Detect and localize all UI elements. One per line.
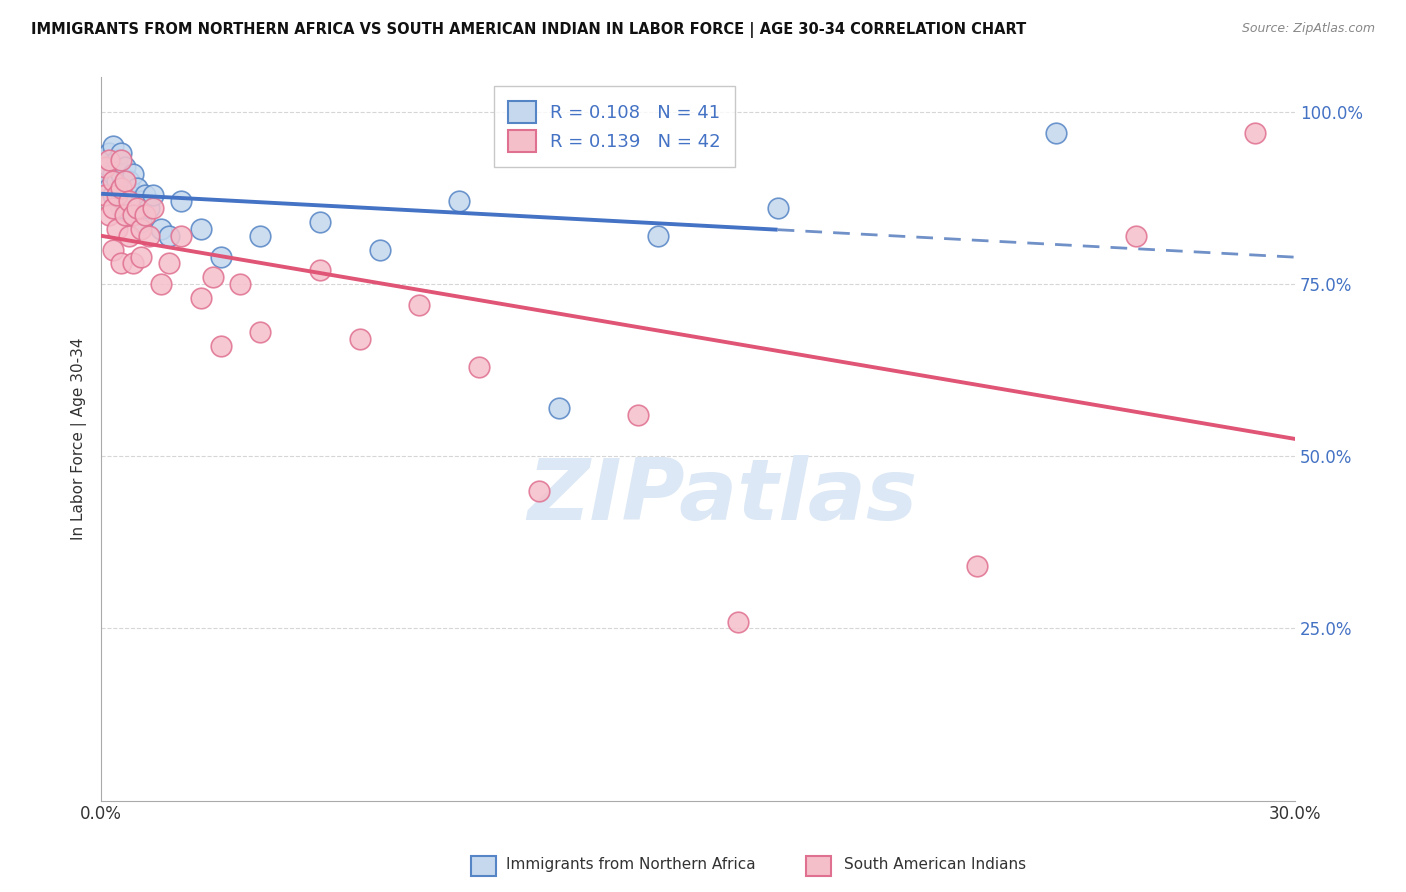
Point — [190, 291, 212, 305]
Point — [98, 160, 121, 174]
Point — [134, 187, 156, 202]
Point — [149, 277, 172, 291]
Y-axis label: In Labor Force | Age 30-34: In Labor Force | Age 30-34 — [72, 338, 87, 541]
Point — [190, 222, 212, 236]
Point — [94, 167, 117, 181]
Point — [114, 174, 136, 188]
Point — [98, 208, 121, 222]
Point — [110, 187, 132, 202]
Point — [309, 215, 332, 229]
Point — [114, 202, 136, 216]
Point — [766, 202, 789, 216]
Point — [129, 215, 152, 229]
Point — [125, 202, 148, 216]
Point — [129, 222, 152, 236]
Point — [125, 180, 148, 194]
Point — [105, 174, 128, 188]
Point — [101, 174, 124, 188]
Point — [449, 194, 471, 209]
Point — [527, 483, 550, 498]
Point — [142, 202, 165, 216]
Point — [118, 228, 141, 243]
Point — [468, 359, 491, 374]
Point — [98, 180, 121, 194]
Point — [1125, 228, 1147, 243]
Point — [349, 332, 371, 346]
Text: South American Indians: South American Indians — [844, 857, 1026, 872]
Point — [101, 202, 124, 216]
Point — [101, 243, 124, 257]
Point — [209, 339, 232, 353]
Legend: R = 0.108   N = 41, R = 0.139   N = 42: R = 0.108 N = 41, R = 0.139 N = 42 — [494, 87, 735, 167]
Point — [110, 167, 132, 181]
Point — [105, 153, 128, 167]
Point — [118, 194, 141, 209]
Point — [727, 615, 749, 629]
Point — [110, 256, 132, 270]
Point — [129, 194, 152, 209]
Point — [229, 277, 252, 291]
Point — [157, 228, 180, 243]
Point — [101, 187, 124, 202]
Point — [209, 250, 232, 264]
Point — [110, 202, 132, 216]
Point — [134, 208, 156, 222]
Text: Source: ZipAtlas.com: Source: ZipAtlas.com — [1241, 22, 1375, 36]
Point — [249, 228, 271, 243]
Point — [149, 222, 172, 236]
Point — [201, 270, 224, 285]
Point — [408, 298, 430, 312]
Point — [118, 187, 141, 202]
Text: ZIPatlas: ZIPatlas — [527, 456, 917, 539]
Point — [122, 208, 145, 222]
Point — [105, 222, 128, 236]
Point — [122, 256, 145, 270]
Point — [170, 194, 193, 209]
Point — [114, 180, 136, 194]
Point — [142, 187, 165, 202]
Point — [98, 153, 121, 167]
Point — [114, 208, 136, 222]
Point — [627, 408, 650, 422]
Point — [94, 160, 117, 174]
Point — [368, 243, 391, 257]
Text: Immigrants from Northern Africa: Immigrants from Northern Africa — [506, 857, 756, 872]
Point — [98, 146, 121, 161]
Point — [101, 139, 124, 153]
Point — [1244, 126, 1267, 140]
Point — [101, 167, 124, 181]
Point — [122, 167, 145, 181]
Point — [1045, 126, 1067, 140]
Point — [110, 146, 132, 161]
Point — [157, 256, 180, 270]
Point — [94, 153, 117, 167]
Point — [105, 194, 128, 209]
Point — [114, 160, 136, 174]
Point — [110, 153, 132, 167]
Point — [249, 326, 271, 340]
Point — [309, 263, 332, 277]
Point — [94, 187, 117, 202]
Point — [129, 250, 152, 264]
Point — [547, 401, 569, 415]
Point — [966, 559, 988, 574]
Point — [170, 228, 193, 243]
Point — [118, 174, 141, 188]
Point — [647, 228, 669, 243]
Point — [122, 194, 145, 209]
Point — [110, 180, 132, 194]
Point — [138, 202, 160, 216]
Point — [138, 228, 160, 243]
Point — [105, 187, 128, 202]
Text: IMMIGRANTS FROM NORTHERN AFRICA VS SOUTH AMERICAN INDIAN IN LABOR FORCE | AGE 30: IMMIGRANTS FROM NORTHERN AFRICA VS SOUTH… — [31, 22, 1026, 38]
